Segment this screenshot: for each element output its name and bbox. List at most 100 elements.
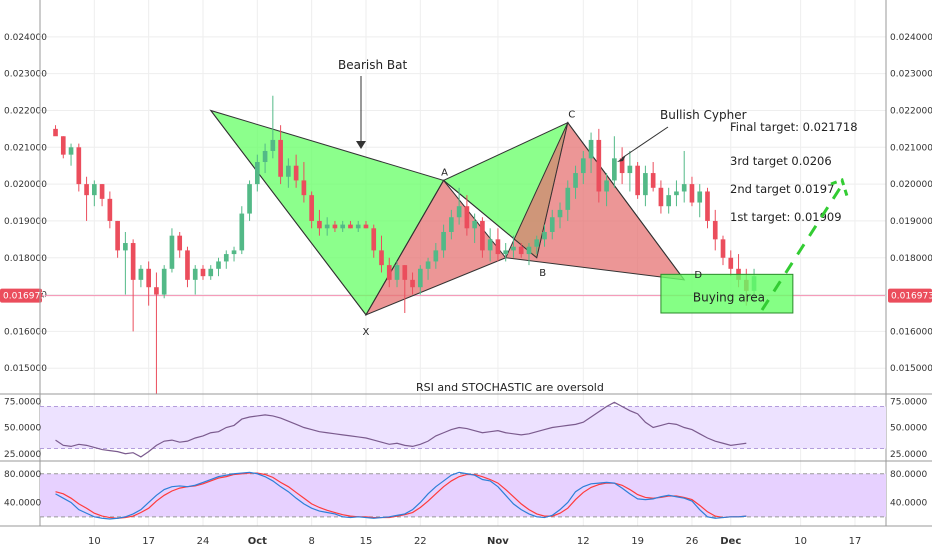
candle-body <box>309 195 314 221</box>
rsi-panel: 75.0000 75.0000 50.0000 50.0000 25.0000 25.00… <box>4 381 927 460</box>
y-tick-left: 0.015000 <box>4 364 47 374</box>
candle-body <box>573 173 578 188</box>
candle-body <box>317 220 322 229</box>
x-tick-label: 17 <box>849 536 862 547</box>
candle-body <box>526 246 532 255</box>
price-tag-right-text: 0.016973 <box>891 292 932 302</box>
candle-body <box>254 162 260 185</box>
bullish-cypher-label: Bullish Cypher <box>660 108 747 122</box>
candle-body <box>627 165 633 174</box>
candle-body <box>123 243 128 251</box>
candle-body <box>643 173 648 196</box>
candle-body <box>208 268 214 277</box>
x-tick-label: Oct <box>248 536 267 547</box>
stochastic-k-line <box>55 471 747 520</box>
target-1st: 1st target: 0.01909 <box>730 210 842 224</box>
candle-body <box>146 268 151 288</box>
candle-body <box>394 265 400 280</box>
candle-body <box>674 191 679 196</box>
candle-body <box>169 235 175 269</box>
candle-body <box>557 209 563 218</box>
y-tick-right: 0.019000 <box>890 217 932 227</box>
candle-body <box>410 279 415 288</box>
price-tag-left <box>0 288 42 303</box>
candle-body <box>192 268 198 280</box>
candle-body <box>542 231 547 240</box>
rsi-tick-left: 50.0000 <box>4 424 41 434</box>
x-tick-label: 12 <box>577 536 590 547</box>
bearish-bat-label: Bearish Bat <box>338 58 407 72</box>
x-tick-label: Dec <box>720 536 741 547</box>
candle-body <box>441 231 446 251</box>
candle-body <box>604 180 609 192</box>
stoch-tick-left: 80.0000 <box>4 470 41 480</box>
candle-body <box>480 220 485 251</box>
candle-body <box>596 139 602 192</box>
price-tag-left-text: 0.016973 <box>3 292 46 302</box>
candle-body <box>487 239 493 251</box>
stochastic-band <box>40 473 886 517</box>
y-tick-left: 0.020000 <box>4 180 47 190</box>
candle-body <box>223 254 229 262</box>
rsi-tick-left: 25.0000 <box>4 450 41 460</box>
target-dashed-line <box>760 184 844 311</box>
y-tick-right: 0.018000 <box>890 254 932 264</box>
y-tick-right: 0.016000 <box>890 327 932 337</box>
candle-body <box>588 139 594 159</box>
candle-body <box>278 139 283 177</box>
stoch-tick-right: 80.0000 <box>890 470 927 480</box>
target-final: Final target: 0.021718 <box>730 120 858 134</box>
candle-body <box>511 246 516 251</box>
candle-body <box>666 195 672 207</box>
candle-body <box>705 191 710 221</box>
point-label-a: A <box>441 167 448 178</box>
target-arrowhead <box>830 178 849 197</box>
price-tag-right <box>888 288 932 303</box>
candle-body <box>115 220 120 251</box>
x-tick-label: 17 <box>142 536 155 547</box>
candle-body <box>371 228 377 251</box>
rsi-line <box>55 401 747 458</box>
candle-body <box>456 206 462 218</box>
bullish-cypher-arrowhead <box>617 155 626 162</box>
bullish-cypher-arrow <box>621 126 669 159</box>
x-tick-label: 10 <box>88 536 101 547</box>
rsi-tick-right: 50.0000 <box>890 424 927 434</box>
candle-body <box>379 250 384 266</box>
candle-body <box>293 165 299 181</box>
y-tick-right: 0.021000 <box>890 143 932 153</box>
candle-body <box>84 184 89 196</box>
candle-body <box>177 235 183 251</box>
current-price-tags: 0.016973 0.016973 <box>0 288 932 303</box>
candle-body <box>60 136 66 155</box>
candle-body <box>262 150 268 163</box>
x-tick-label: 15 <box>360 536 373 547</box>
candle-body <box>449 217 454 232</box>
candle-body <box>464 206 470 229</box>
rsi-tick-right: 25.0000 <box>890 450 927 460</box>
candle-body <box>363 224 369 229</box>
candle-body <box>689 184 695 203</box>
candle-body <box>402 265 408 280</box>
annotations: Bearish Bat Bullish Cypher Final target:… <box>338 58 858 311</box>
x-tick-label: 19 <box>631 536 644 547</box>
candle-body <box>324 224 330 229</box>
candle-body <box>301 180 307 196</box>
point-label-c: C <box>568 110 575 121</box>
rsi-annotation: RSI and STOCHASTIC are oversold <box>416 381 604 394</box>
candle-body <box>472 220 477 229</box>
candle-body <box>340 224 346 229</box>
x-tick-label: 26 <box>686 536 699 547</box>
bearish-bat-arrowhead <box>356 141 366 149</box>
candle-body <box>92 184 97 196</box>
candlestick-series <box>53 95 757 394</box>
candle-body <box>355 224 361 229</box>
buying-area[interactable]: Buying area <box>660 273 794 314</box>
y-tick-left: 0.019000 <box>4 217 47 227</box>
x-tick-label: 22 <box>414 536 427 547</box>
candle-body <box>549 217 555 232</box>
candle-body <box>635 165 640 196</box>
buying-area-rect[interactable] <box>660 273 794 314</box>
candle-body <box>154 287 159 295</box>
